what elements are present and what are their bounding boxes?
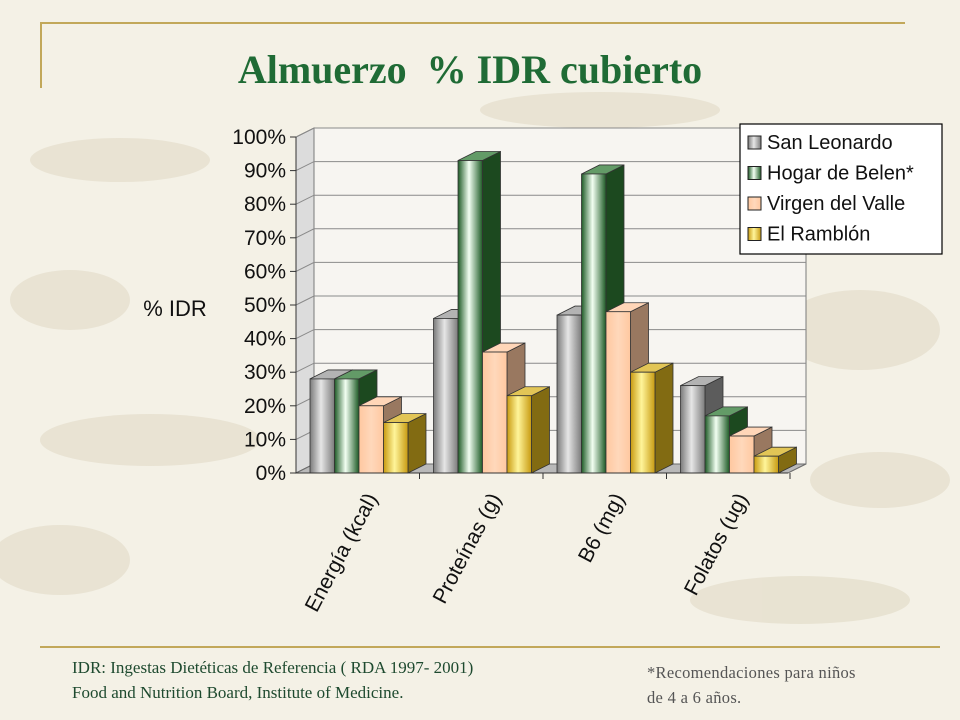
legend-swatch [747, 227, 762, 241]
y-tick-label: 90% [244, 160, 286, 183]
bar-front [680, 385, 706, 474]
bar-front [457, 160, 483, 474]
gridline [295, 161, 806, 172]
y-tick-label: 60% [244, 260, 286, 283]
bar-el-rambl-n-0 [383, 412, 427, 474]
footnote-line-2: de 4 a 6 años. [647, 688, 742, 707]
gridline [295, 261, 806, 272]
footnote-line-1: *Recomendaciones para niños [647, 663, 856, 682]
source-citation: IDR: Ingestas Dietéticas de Referencia (… [72, 655, 632, 705]
legend-label: Hogar de Belen* [767, 163, 914, 185]
bar-front [383, 422, 409, 474]
bar-front [433, 318, 459, 474]
y-tick-label: 20% [244, 395, 286, 418]
gridline [295, 194, 806, 205]
legend-swatch [747, 196, 762, 211]
bar-el-rambl-n-2 [630, 362, 674, 474]
y-tick-label: 100% [232, 126, 286, 149]
y-tick-label: 30% [244, 361, 286, 384]
source-line-2: Food and Nutrition Board, Institute of M… [72, 683, 404, 702]
bar-side [531, 386, 550, 474]
bar-front [729, 435, 755, 474]
frame-left-line [40, 22, 42, 88]
bar-el-rambl-n-1 [506, 386, 550, 474]
bar-front [605, 311, 631, 474]
slide-title: Almuerzo % IDR cubierto [237, 47, 703, 92]
x-tick-label: Proteínas (g) [429, 490, 506, 608]
bar-front [704, 415, 730, 474]
legend-label: El Ramblón [767, 224, 870, 246]
y-tick-label: 50% [244, 294, 286, 317]
gridline [295, 295, 806, 306]
bar-el-rambl-n-3 [753, 446, 797, 474]
frame-top-line [40, 22, 905, 24]
bar-front [753, 455, 779, 474]
bar-front [581, 173, 607, 474]
legend-swatch [747, 166, 762, 180]
frame-bottom-line [40, 646, 940, 648]
legend-box [739, 123, 943, 255]
bar-front [482, 351, 508, 474]
gridline [295, 228, 806, 239]
bar-front [506, 395, 532, 474]
bar-front [334, 378, 360, 474]
gridline [295, 127, 806, 138]
bar-front [309, 378, 335, 474]
footnote: *Recomendaciones para niños de 4 a 6 año… [647, 660, 947, 710]
legend-label: San Leonardo [767, 132, 893, 154]
legend-swatch [747, 135, 762, 150]
y-tick-label: 70% [244, 227, 286, 250]
bar-front [630, 371, 656, 474]
legend-label: Virgen del Valle [767, 193, 905, 215]
y-tick-label: 0% [256, 462, 286, 485]
y-tick-label: 10% [244, 428, 286, 451]
x-tick-label: Folatos (ug) [680, 490, 753, 600]
bar-front [358, 405, 384, 474]
x-tick-label: Energía (kcal) [301, 490, 383, 616]
bar-front [556, 314, 582, 474]
y-tick-label: 80% [244, 193, 286, 216]
x-tick-label: B6 (mg) [574, 490, 629, 567]
y-axis-title: % IDR [143, 296, 207, 321]
bar-side [407, 412, 427, 474]
y-tick-label: 40% [244, 328, 286, 351]
source-line-1: IDR: Ingestas Dietéticas de Referencia (… [72, 658, 474, 677]
bar-side [654, 362, 674, 474]
